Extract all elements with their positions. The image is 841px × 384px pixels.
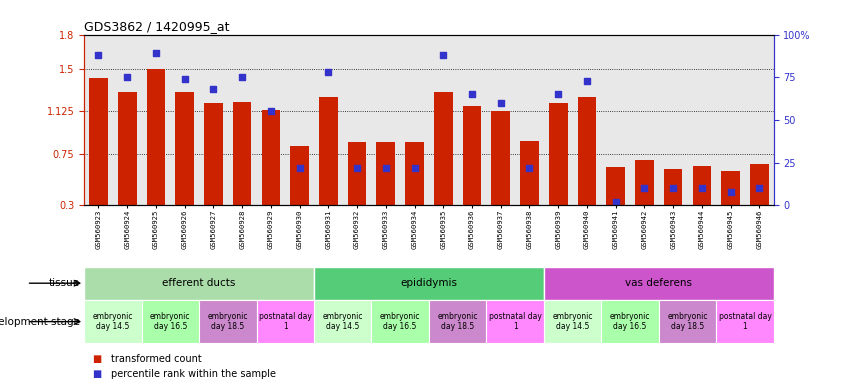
Bar — [372, 300, 429, 343]
Bar — [463, 106, 481, 205]
Point — [379, 165, 393, 171]
Point — [666, 185, 680, 191]
Point — [408, 165, 421, 171]
Bar — [89, 78, 108, 205]
Text: embryonic
day 14.5: embryonic day 14.5 — [322, 312, 363, 331]
Bar — [84, 300, 141, 343]
Bar — [578, 97, 596, 205]
Bar — [717, 300, 774, 343]
Point — [149, 50, 162, 56]
Point — [120, 74, 134, 80]
Text: postnatal day
1: postnatal day 1 — [489, 312, 542, 331]
Bar — [233, 102, 251, 205]
Text: efferent ducts: efferent ducts — [162, 278, 235, 288]
Bar — [146, 69, 166, 205]
Bar — [544, 267, 774, 300]
Bar — [750, 164, 769, 205]
Bar — [491, 111, 510, 205]
Bar — [692, 166, 711, 205]
Point — [207, 86, 220, 92]
Text: percentile rank within the sample: percentile rank within the sample — [111, 369, 276, 379]
Point — [92, 52, 105, 58]
Text: embryonic
day 18.5: embryonic day 18.5 — [667, 312, 708, 331]
Bar — [347, 142, 367, 205]
Point — [552, 91, 565, 98]
Bar — [141, 300, 199, 343]
Point — [178, 76, 192, 82]
Text: embryonic
day 16.5: embryonic day 16.5 — [150, 312, 191, 331]
Bar — [722, 171, 740, 205]
Text: ■: ■ — [93, 369, 102, 379]
Point — [724, 189, 738, 195]
Point — [293, 165, 306, 171]
Text: embryonic
day 16.5: embryonic day 16.5 — [610, 312, 650, 331]
Point — [264, 108, 278, 114]
Point — [465, 91, 479, 98]
Point — [321, 69, 335, 75]
Bar — [664, 169, 683, 205]
Bar — [204, 103, 223, 205]
Bar — [601, 300, 659, 343]
Bar — [429, 300, 486, 343]
Point — [351, 165, 364, 171]
Bar — [84, 267, 314, 300]
Bar — [520, 141, 539, 205]
Text: embryonic
day 14.5: embryonic day 14.5 — [93, 312, 133, 331]
Point — [637, 185, 651, 191]
Bar — [175, 91, 194, 205]
Text: embryonic
day 16.5: embryonic day 16.5 — [380, 312, 420, 331]
Point — [494, 100, 507, 106]
Point — [235, 74, 249, 80]
Point — [696, 185, 709, 191]
Bar — [118, 91, 136, 205]
Text: transformed count: transformed count — [111, 354, 202, 364]
Point — [580, 78, 594, 84]
Bar — [290, 146, 309, 205]
Bar — [659, 300, 717, 343]
Bar — [377, 142, 395, 205]
Text: postnatal day
1: postnatal day 1 — [718, 312, 771, 331]
Bar — [257, 300, 314, 343]
Bar — [262, 110, 280, 205]
Text: ■: ■ — [93, 354, 102, 364]
Point — [436, 52, 450, 58]
Bar — [314, 267, 544, 300]
Bar — [635, 160, 653, 205]
Text: embryonic
day 18.5: embryonic day 18.5 — [208, 312, 248, 331]
Point — [523, 165, 537, 171]
Text: embryonic
day 18.5: embryonic day 18.5 — [437, 312, 478, 331]
Text: embryonic
day 14.5: embryonic day 14.5 — [553, 312, 593, 331]
Point — [609, 199, 622, 205]
Text: vas deferens: vas deferens — [625, 278, 692, 288]
Bar — [606, 167, 625, 205]
Text: development stage: development stage — [0, 316, 80, 327]
Text: GDS3862 / 1420995_at: GDS3862 / 1420995_at — [84, 20, 230, 33]
Text: postnatal day
1: postnatal day 1 — [259, 312, 312, 331]
Point — [753, 185, 766, 191]
Bar — [199, 300, 257, 343]
Bar — [314, 300, 372, 343]
Bar — [405, 142, 424, 205]
Bar — [319, 97, 338, 205]
Bar — [486, 300, 544, 343]
Text: epididymis: epididymis — [400, 278, 458, 288]
Text: tissue: tissue — [49, 278, 80, 288]
Bar — [544, 300, 601, 343]
Bar — [549, 103, 568, 205]
Bar — [434, 91, 452, 205]
